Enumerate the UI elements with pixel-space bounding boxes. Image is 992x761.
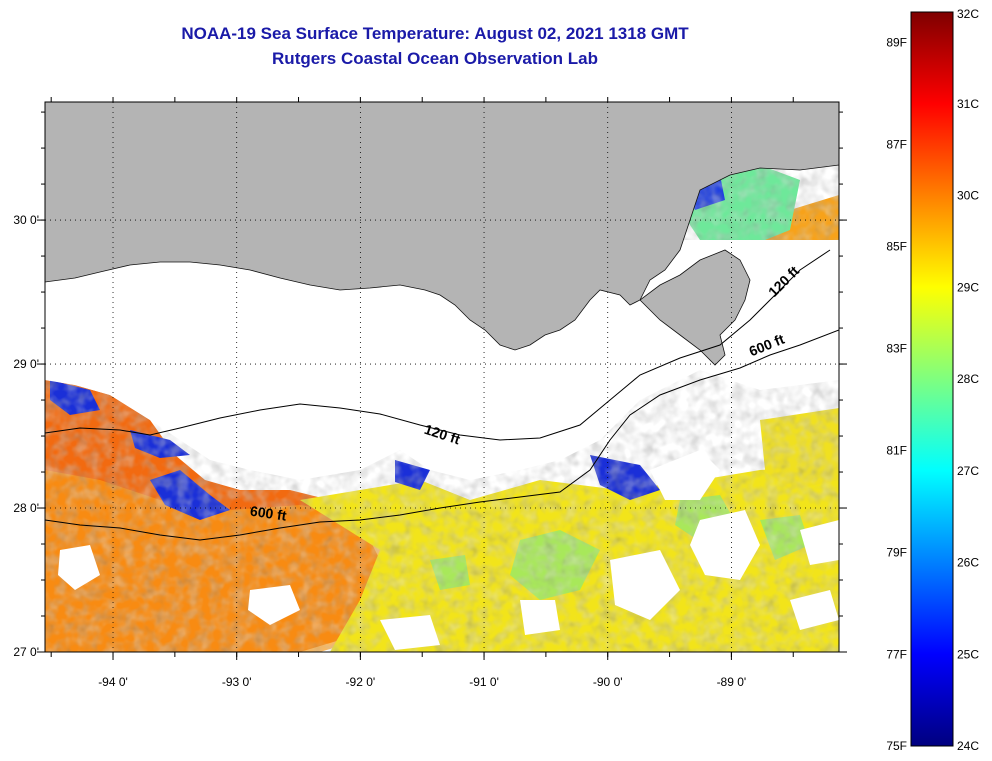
lon-tick-label: -91 0' [469, 675, 499, 689]
lon-tick-label: -92 0' [346, 675, 376, 689]
contour-label-2: 600 ft [249, 503, 288, 524]
colorbar-celsius-label: 24C [957, 739, 979, 753]
lon-tick-label: -89 0' [717, 675, 747, 689]
lat-tick-label: 28 0' [13, 501, 39, 515]
cloud-gap-9 [790, 590, 839, 630]
colorbar-celsius-label: 29C [957, 280, 979, 294]
colorbar-fahrenheit-label: 89F [886, 36, 907, 50]
colorbar-fahrenheit-label: 85F [886, 239, 907, 253]
colorbar-fahrenheit-label: 83F [886, 341, 907, 355]
land-mass [45, 102, 839, 351]
colorbar [910, 11, 954, 747]
map-subtitle: Rutgers Coastal Ocean Observation Lab [272, 49, 598, 68]
axis-labels: -94 0' -93 0' -92 0' -91 0' -90 0' -89 0' 27 0… [13, 213, 746, 689]
cloud-gap-6 [248, 585, 300, 625]
map-frame [44, 101, 840, 653]
colorbar-fahrenheit-label: 87F [886, 138, 907, 152]
contour-120ft [45, 249, 831, 441]
colorbar-celsius-label: 30C [957, 189, 979, 203]
colorbar-fahrenheit-label: 77F [886, 647, 907, 661]
map-title: NOAA-19 Sea Surface Temperature: August … [181, 24, 689, 43]
contour-600ft [45, 329, 839, 541]
lon-tick-label: -90 0' [593, 675, 623, 689]
colorbar-fahrenheit-label: 81F [886, 443, 907, 457]
cloud-gap-8 [520, 600, 560, 635]
lat-tick-label: 27 0' [13, 645, 39, 659]
cloud-gap-4 [610, 550, 680, 620]
colorbar-celsius-label: 28C [957, 372, 979, 386]
cloud-gap-2 [650, 450, 720, 500]
colorbar-fahrenheit-label: 75F [886, 739, 907, 753]
cloud-gap-10 [800, 520, 839, 565]
colorbar-labels: 32C 31C 30C 29C 28C 27C 26C 25C 24C 89F 87F 85F 83F 8… [886, 7, 979, 753]
graticule [45, 102, 839, 652]
lat-tick-label: 29 0' [13, 357, 39, 371]
lat-tick-label: 30 0' [13, 213, 39, 227]
river-delta [639, 249, 751, 366]
cloud-gap-7 [380, 615, 440, 650]
colorbar-celsius-label: 25C [957, 647, 979, 661]
lon-tick-label: -94 0' [98, 675, 128, 689]
colorbar-celsius-label: 26C [957, 556, 979, 570]
lon-tick-label: -93 0' [222, 675, 252, 689]
cloud-gap-5 [58, 545, 100, 590]
colorbar-celsius-label: 32C [957, 7, 979, 21]
axis-ticks [37, 97, 847, 660]
colorbar-fahrenheit-label: 79F [886, 545, 907, 559]
colorbar-celsius-label: 27C [957, 464, 979, 478]
colorbar-celsius-label: 31C [957, 97, 979, 111]
cloud-gap-3 [690, 510, 760, 580]
